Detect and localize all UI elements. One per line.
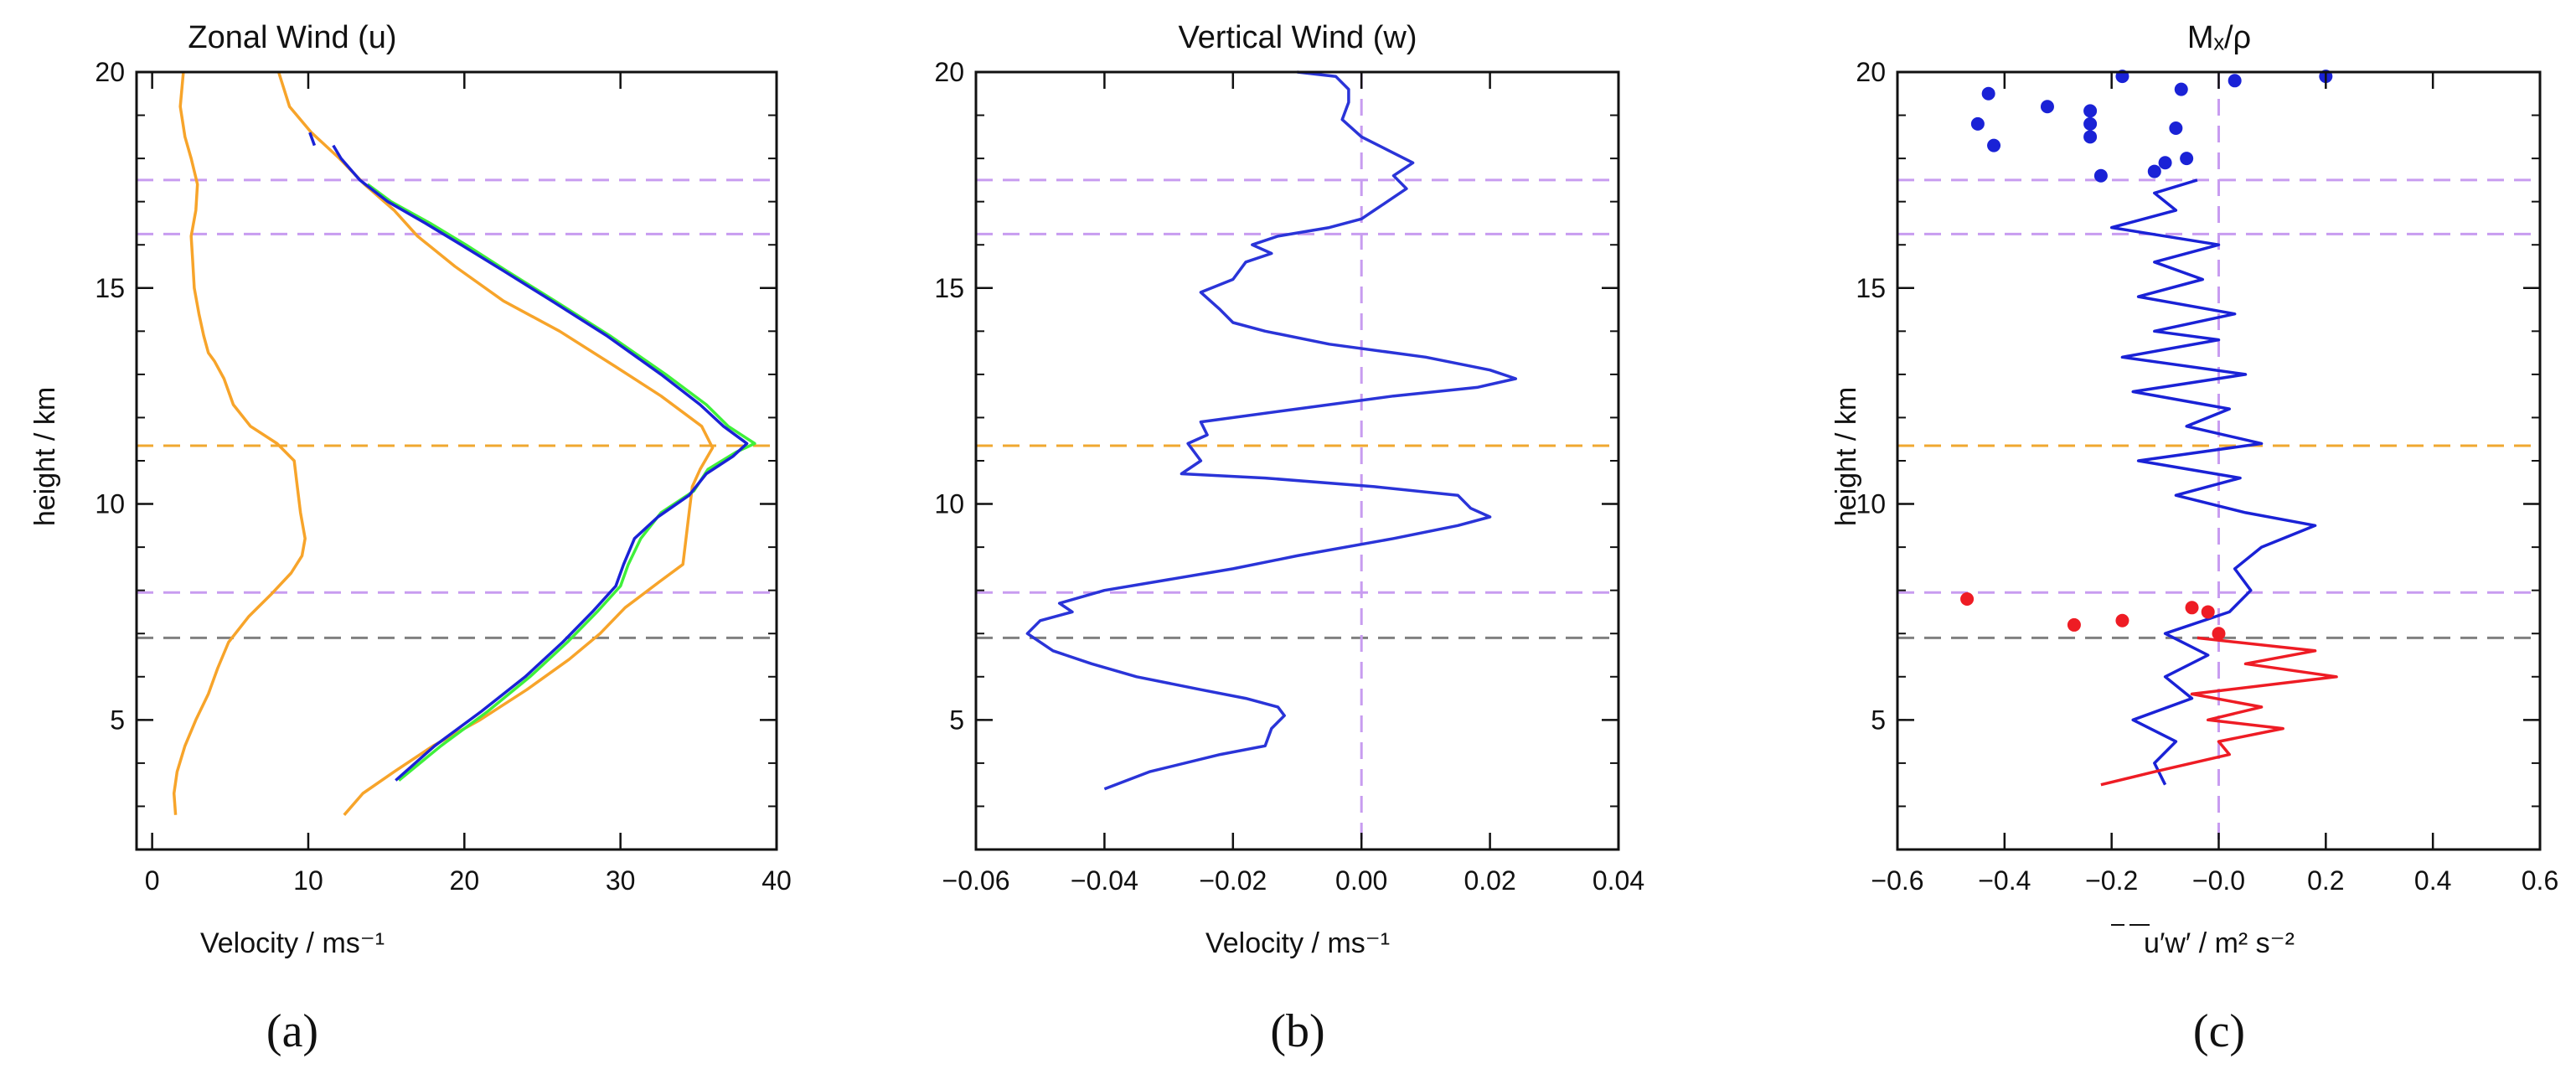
x-tick-label: 10: [293, 865, 323, 896]
data-point: [2212, 627, 2226, 641]
data-point: [2040, 100, 2054, 114]
data-point: [2201, 605, 2215, 619]
y-tick-label: 5: [110, 705, 125, 735]
panel-a: Zonal Wind (u) height / km Velocity / ms…: [29, 20, 792, 1057]
series-line: [2100, 636, 2338, 787]
y-tick-label: 5: [1871, 705, 1886, 735]
y-tick-label: 10: [934, 489, 964, 519]
panel-a-caption: (a): [266, 1005, 318, 1057]
x-tick-label: −0.02: [1199, 865, 1267, 896]
x-tick-label: 0: [145, 865, 160, 896]
panel-b-title: Vertical Wind (w): [1178, 20, 1417, 55]
panel-c-title: Mₓ/ρ: [2187, 20, 2251, 55]
data-point: [2067, 617, 2081, 632]
data-point: [2147, 164, 2161, 178]
data-point: [2158, 156, 2172, 170]
panel-a-xlabel: Velocity / ms⁻¹: [200, 927, 385, 959]
data-point: [2180, 152, 2194, 166]
y-tick-label: 20: [1856, 57, 1886, 87]
x-tick-label: 20: [450, 865, 480, 896]
x-tick-label: 0.02: [1464, 865, 1515, 896]
data-point: [2083, 116, 2098, 131]
data-point: [2115, 613, 2129, 627]
series-line: [366, 183, 756, 782]
x-tick-label: 0.4: [2414, 865, 2451, 896]
y-tick-label: 15: [1856, 273, 1886, 303]
y-tick-label: 5: [949, 705, 964, 735]
panel-a-ylabel: height / km: [29, 387, 61, 526]
panel-b-caption: (b): [1270, 1005, 1324, 1057]
panel-c: Mₓ/ρ height / km u′w′ / m² s⁻² (c) −0.6 −…: [1830, 20, 2558, 1057]
x-tick-label: −0.0: [2192, 865, 2245, 896]
data-point: [1981, 86, 1995, 101]
panel-a-title: Zonal Wind (u): [188, 20, 396, 55]
y-tick-label: 15: [95, 273, 125, 303]
x-tick-label: 0.00: [1335, 865, 1387, 896]
series-line: [2109, 178, 2317, 786]
series-line: [172, 71, 307, 815]
data-point: [1960, 591, 1975, 606]
panel-c-xlabel: u′w′ / m² s⁻²: [2144, 927, 2295, 959]
series-line: [1025, 70, 1518, 791]
y-tick-label: 15: [934, 273, 964, 303]
x-tick-label: 40: [761, 865, 792, 896]
series-line: [332, 144, 749, 782]
data-point: [2083, 104, 2098, 118]
y-tick-label: 10: [1856, 489, 1886, 519]
data-point: [1970, 116, 1985, 131]
data-point: [2083, 130, 2098, 144]
x-tick-label: −0.06: [942, 865, 1010, 896]
series-line: [308, 132, 317, 147]
y-tick-label: 20: [934, 57, 964, 87]
data-point: [2093, 168, 2108, 183]
x-tick-label: −0.6: [1871, 865, 1923, 896]
data-point: [2185, 601, 2199, 615]
x-tick-label: −0.2: [2085, 865, 2138, 896]
panel-c-ylabel: height / km: [1830, 387, 1862, 526]
data-point: [2228, 74, 2242, 88]
x-tick-label: 0.6: [2522, 865, 2558, 896]
panel-b-xlabel: Velocity / ms⁻¹: [1205, 927, 1390, 959]
x-tick-label: 0.04: [1593, 865, 1644, 896]
series-line: [276, 71, 715, 816]
x-tick-label: −0.04: [1071, 865, 1138, 896]
data-point: [2169, 121, 2183, 136]
data-point: [1987, 138, 2001, 152]
y-tick-label: 10: [95, 489, 125, 519]
x-tick-label: 0.2: [2307, 865, 2344, 896]
panel-b: Vertical Wind (w) Velocity / ms⁻¹ (b) −0…: [934, 20, 1644, 1057]
data-point: [2174, 82, 2188, 96]
panel-c-caption: (c): [2193, 1005, 2245, 1057]
x-tick-label: 30: [606, 865, 636, 896]
y-tick-label: 20: [95, 57, 125, 87]
x-tick-label: −0.4: [1978, 865, 2031, 896]
